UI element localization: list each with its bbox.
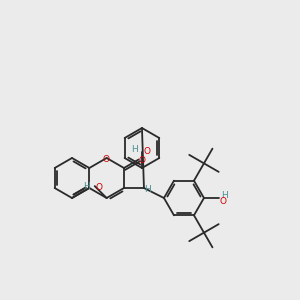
Text: O: O (220, 196, 227, 206)
Text: H: H (131, 146, 138, 154)
Text: H: H (145, 185, 151, 194)
Text: O: O (144, 146, 151, 155)
Text: H: H (83, 182, 90, 190)
Text: H: H (221, 190, 228, 200)
Text: O: O (102, 154, 109, 164)
Text: O: O (138, 156, 145, 165)
Text: O: O (96, 183, 103, 192)
